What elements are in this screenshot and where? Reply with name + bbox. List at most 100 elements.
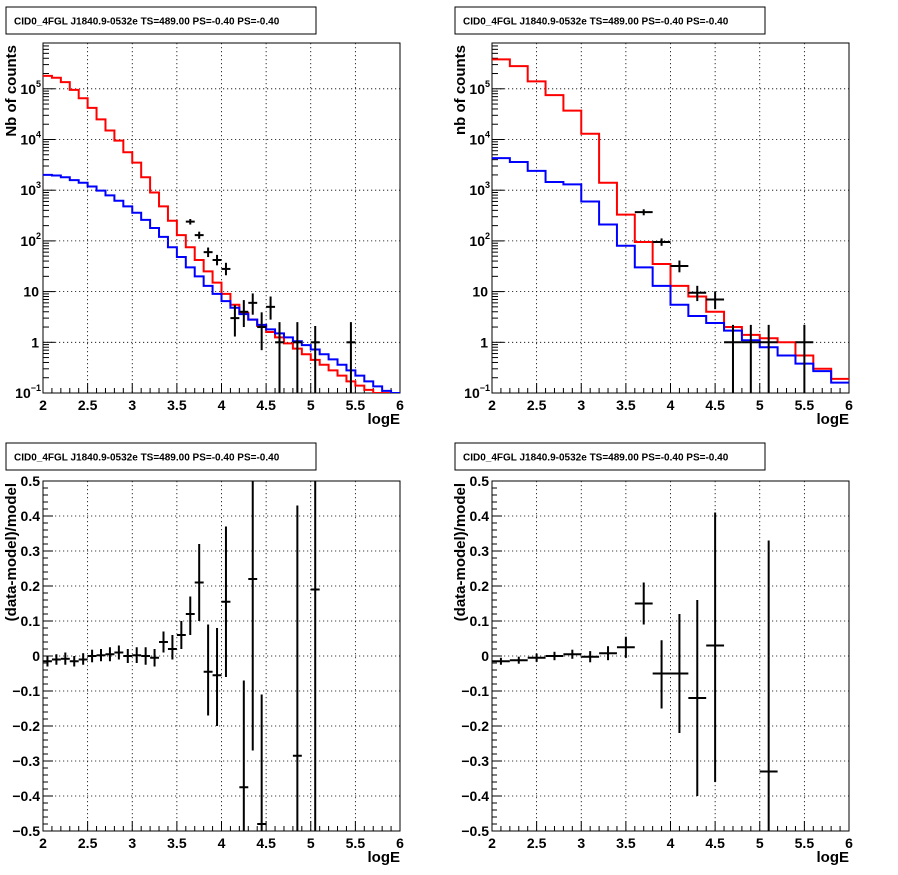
y-tick-label: 0.5: [470, 473, 490, 489]
y-tick-base: 10: [20, 233, 36, 249]
x-axis: [491, 821, 850, 831]
y-tick-exponent: 4: [36, 129, 41, 139]
series-line-1: [492, 157, 849, 384]
x-tick-label: 4.5: [256, 397, 276, 413]
data-point: [634, 582, 653, 625]
data-point: [194, 544, 204, 621]
y-tick-label: 0.5: [21, 473, 41, 489]
y-tick-base: 10: [20, 131, 36, 147]
y-tick-label: −0.1: [12, 683, 40, 699]
x-tick-label: 4: [667, 835, 675, 851]
data-point: [257, 312, 267, 351]
y-tick-exponent: 4: [485, 129, 490, 139]
data-point: [105, 647, 115, 662]
y-tick-label: 0.3: [21, 543, 41, 559]
data-point: [60, 652, 70, 665]
y-tick-label: 102: [20, 231, 41, 249]
data-point: [78, 653, 88, 665]
data-point: [239, 680, 249, 831]
data-point: [221, 526, 231, 677]
panel-title-box: [454, 6, 766, 35]
y-tick-label: 0.3: [470, 543, 490, 559]
data-point: [69, 656, 79, 667]
y-tick-base: 10: [15, 385, 31, 401]
series-line-0: [492, 58, 849, 380]
data-point: [509, 656, 528, 664]
data-point: [185, 596, 195, 635]
data-point: [203, 624, 213, 716]
y-tick-base: 10: [469, 182, 485, 198]
x-tick-label: 3: [577, 397, 585, 413]
y-tick-label: 10: [23, 284, 39, 300]
x-tick-label: 3.5: [616, 397, 636, 413]
y-axis-label: Nb of counts: [3, 45, 20, 137]
panel-title: CID0_4FGL J1840.9-0532e TS=489.00 PS=-0.…: [463, 453, 729, 464]
y-axis-label: nb of counts: [452, 45, 469, 135]
x-tick-label: 2: [39, 397, 47, 413]
panel-bottom-right: CID0_4FGL J1840.9-0532e TS=489.00 PS=-0.…: [452, 442, 853, 866]
y-tick-label: 0.2: [21, 578, 41, 594]
data-point: [741, 324, 760, 393]
y-tick-label: 0: [32, 648, 40, 664]
data-point: [724, 324, 742, 393]
data-point: [688, 285, 707, 302]
data-point: [292, 322, 302, 393]
y-tick-label: −0.3: [12, 753, 40, 769]
data-point: [652, 640, 671, 709]
y-tick-base: 1: [31, 334, 39, 350]
y-tick-label: 102: [469, 231, 490, 249]
x-tick-label: 5: [756, 397, 764, 413]
y-tick-exponent: 3: [485, 180, 490, 190]
y-tick-label: 1: [480, 334, 488, 350]
y-tick-label: −0.5: [461, 823, 489, 839]
y-tick-base: 10: [464, 385, 480, 401]
x-tick-label: 5.5: [346, 835, 366, 851]
x-tick-label: 6: [845, 835, 853, 851]
data-point: [759, 324, 778, 393]
data-point: [581, 651, 600, 663]
x-tick-label: 3.5: [167, 835, 187, 851]
data-point: [239, 300, 249, 328]
y-tick-label: −0.4: [461, 788, 489, 804]
data-point: [248, 293, 258, 315]
y-tick-label: 0: [481, 648, 489, 664]
y-tick-label: −0.4: [12, 788, 40, 804]
y-tick-label: 10: [472, 284, 488, 300]
data-point: [346, 322, 356, 393]
panel-title: CID0_4FGL J1840.9-0532e TS=489.00 PS=-0.…: [14, 17, 280, 28]
y-tick-label: 104: [469, 129, 490, 147]
plot-area: [492, 58, 849, 393]
y-tick-exponent: 3: [36, 180, 41, 190]
y-tick-base: 10: [20, 81, 36, 97]
data-point: [248, 481, 258, 751]
data-point: [212, 628, 222, 726]
data-point: [51, 654, 61, 665]
y-tick-exponent: 5: [485, 79, 490, 89]
y-tick-label: 1: [31, 334, 39, 350]
data-point: [123, 649, 133, 663]
x-tick-label: 3: [128, 835, 136, 851]
panel-top-right: CID0_4FGL J1840.9-0532e TS=489.00 PS=-0.…: [452, 6, 853, 428]
data-point: [706, 512, 725, 782]
data-point: [670, 614, 689, 733]
x-tick-label: 6: [845, 397, 853, 413]
data-point: [599, 646, 617, 661]
y-tick-label: 10−1: [464, 383, 490, 401]
data-point: [114, 645, 124, 660]
data-point: [563, 649, 582, 659]
panel-title-box: [5, 442, 317, 471]
x-tick-label: 4.5: [705, 835, 725, 851]
data-point: [87, 649, 97, 663]
data-point: [203, 247, 213, 258]
y-axis: [492, 480, 502, 832]
x-tick-label: 6: [396, 397, 404, 413]
x-tick-label: 4: [218, 397, 226, 413]
panel-title-box: [454, 442, 766, 471]
x-axis-label: logE: [817, 849, 850, 866]
data-point: [795, 324, 814, 393]
y-tick-label: 0.1: [21, 613, 41, 629]
x-tick-label: 2: [488, 835, 496, 851]
x-axis: [42, 821, 401, 831]
x-tick-label: 5: [307, 397, 315, 413]
y-tick-label: 0.1: [470, 613, 490, 629]
